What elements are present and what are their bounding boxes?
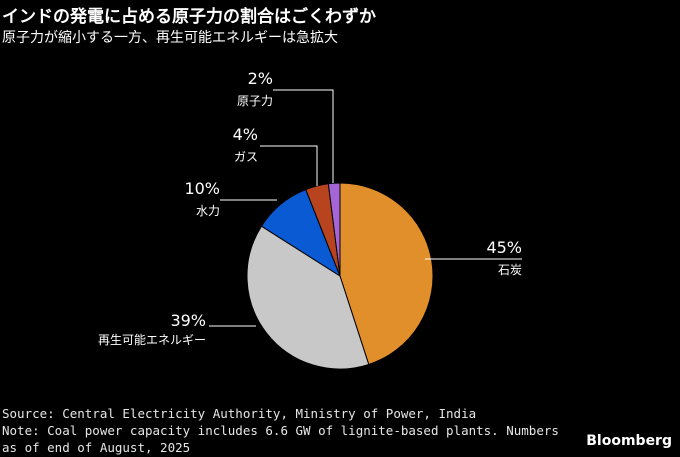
callout-line-4 [273, 89, 334, 183]
slice-category-label-3: ガス [234, 150, 258, 164]
slice-value-label-2: 10% [184, 179, 220, 198]
source-text: Source: Central Electricity Authority, M… [2, 406, 477, 421]
callout-line-3 [260, 145, 318, 186]
slice-category-label-0: 石炭 [498, 263, 522, 277]
pie-slice-1 [246, 225, 370, 370]
chart-subtitle: 原子力が縮小する一方、再生可能エネルギーは急拡大 [2, 30, 338, 46]
slice-value-label-0: 45% [486, 238, 522, 257]
slice-category-label-1: 再生可能エネルギー [98, 333, 206, 347]
slice-category-label-2: 水力 [196, 204, 220, 218]
pie-slice-4 [327, 182, 341, 277]
slice-value-label-1: 39% [170, 311, 206, 330]
chart-title: インドの発電に占める原子力の割合はごくわずか [2, 7, 376, 27]
note-text-line2: as of end of August, 2025 [2, 440, 191, 455]
note-text-line1: Note: Coal power capacity includes 6.6 G… [2, 423, 559, 438]
slice-category-label-4: 原子力 [237, 94, 273, 108]
slice-value-label-3: 4% [233, 125, 258, 144]
bloomberg-logo: Bloomberg [586, 433, 672, 449]
pie-slice-0 [339, 182, 434, 366]
slice-value-label-4: 2% [248, 69, 273, 88]
footer-notes: Source: Central Electricity Authority, M… [2, 405, 559, 456]
